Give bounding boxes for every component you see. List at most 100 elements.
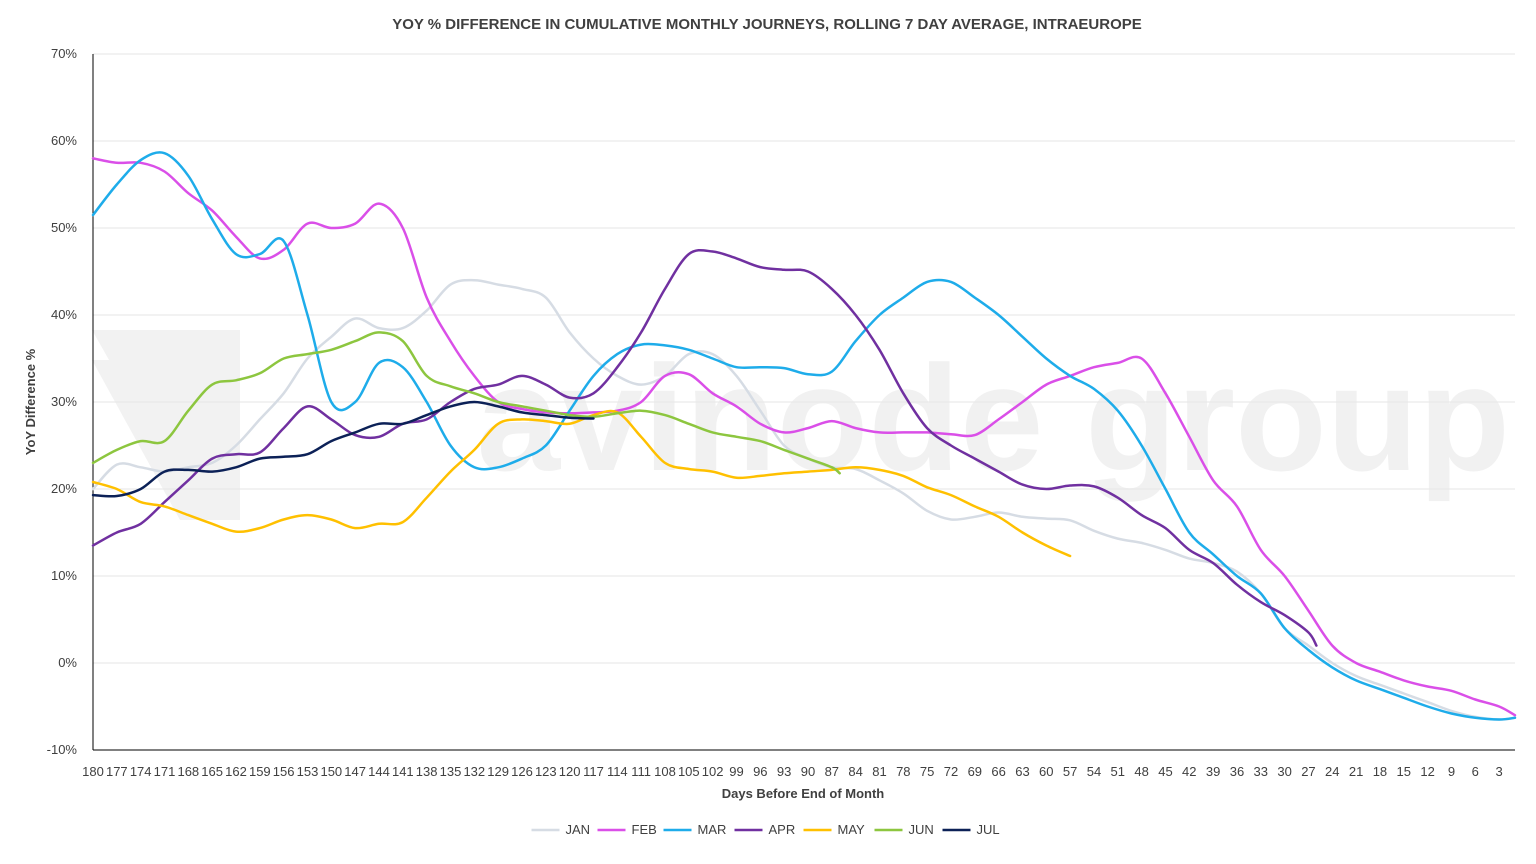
x-tick-label: 45 <box>1158 764 1172 779</box>
y-tick-label: 50% <box>51 220 77 235</box>
x-tick-label: 120 <box>559 764 581 779</box>
y-tick-label: 40% <box>51 307 77 322</box>
x-tick-label: 66 <box>991 764 1005 779</box>
x-tick-label: 132 <box>463 764 485 779</box>
chart-title: YOY % DIFFERENCE IN CUMULATIVE MONTHLY J… <box>392 16 1142 33</box>
x-tick-label: 180 <box>82 764 104 779</box>
x-tick-label: 90 <box>801 764 815 779</box>
x-tick-label: 21 <box>1349 764 1363 779</box>
x-tick-label: 24 <box>1325 764 1339 779</box>
x-tick-label: 96 <box>753 764 767 779</box>
x-tick-label: 84 <box>848 764 862 779</box>
x-tick-label: 159 <box>249 764 271 779</box>
x-tick-label: 99 <box>729 764 743 779</box>
x-tick-label: 114 <box>607 764 628 779</box>
x-tick-label: 69 <box>968 764 982 779</box>
legend-item-jun: JUN <box>874 822 934 837</box>
x-tick-label: 42 <box>1182 764 1196 779</box>
legend-item-feb: FEB <box>597 822 657 837</box>
x-tick-label: 87 <box>825 764 839 779</box>
x-tick-label: 48 <box>1134 764 1148 779</box>
x-tick-label: 30 <box>1277 764 1291 779</box>
legend-label: APR <box>769 822 796 837</box>
x-tick-label: 63 <box>1015 764 1029 779</box>
x-tick-label: 60 <box>1039 764 1053 779</box>
y-axis-ticks: -10% 0% 10% 20% 30% 40% 50% 60% 70% <box>47 46 78 757</box>
x-tick-label: 93 <box>777 764 791 779</box>
y-tick-label: 10% <box>51 568 77 583</box>
legend-label: JUL <box>977 822 1000 837</box>
legend-label: FEB <box>632 822 657 837</box>
x-tick-label: 138 <box>416 764 438 779</box>
x-tick-label: 51 <box>1111 764 1125 779</box>
x-tick-label: 72 <box>944 764 958 779</box>
legend-label: MAY <box>838 822 866 837</box>
x-tick-label: 78 <box>896 764 910 779</box>
x-tick-label: 36 <box>1230 764 1244 779</box>
x-tick-label: 126 <box>511 764 533 779</box>
legend-item-may: MAY <box>803 822 866 837</box>
x-tick-label: 111 <box>631 764 651 779</box>
legend-item-apr: APR <box>734 822 796 837</box>
legend-label: JAN <box>566 822 591 837</box>
x-tick-label: 18 <box>1373 764 1387 779</box>
legend-label: MAR <box>698 822 727 837</box>
series-line-mar <box>91 151 1517 721</box>
x-tick-label: 123 <box>535 764 557 779</box>
x-tick-label: 135 <box>440 764 462 779</box>
legend-label: JUN <box>909 822 934 837</box>
x-tick-label: 144 <box>368 764 390 779</box>
watermark-text: avinode group <box>477 334 1510 502</box>
gridlines <box>93 53 1515 664</box>
x-tick-label: 162 <box>225 764 247 779</box>
x-tick-label: 156 <box>273 764 295 779</box>
x-tick-label: 75 <box>920 764 934 779</box>
watermark: avinode group <box>92 330 1510 520</box>
x-tick-label: 27 <box>1301 764 1315 779</box>
x-tick-label: 171 <box>154 764 176 779</box>
legend-item-mar: MAR <box>663 822 727 837</box>
x-tick-label: 3 <box>1495 764 1502 779</box>
legend-item-jan: JAN <box>531 822 591 837</box>
y-tick-label: 0% <box>58 655 77 670</box>
series-lines <box>91 151 1517 721</box>
x-tick-label: 129 <box>487 764 509 779</box>
series-line-jul <box>91 400 595 498</box>
legend-item-jul: JUL <box>942 822 1000 837</box>
x-tick-label: 9 <box>1448 764 1455 779</box>
x-tick-label: 12 <box>1420 764 1434 779</box>
x-tick-label: 165 <box>201 764 223 779</box>
x-tick-label: 108 <box>654 764 676 779</box>
x-tick-label: 81 <box>872 764 886 779</box>
x-tick-label: 150 <box>320 764 342 779</box>
series-line-apr <box>91 248 1318 647</box>
x-tick-label: 6 <box>1472 764 1479 779</box>
x-tick-label: 102 <box>702 764 724 779</box>
y-tick-label: 20% <box>51 481 77 496</box>
x-tick-label: 54 <box>1087 764 1101 779</box>
x-axis-ticks: 180 177 174 171 168 165 162 159 156 153 150 147 144 1… <box>82 764 1503 779</box>
x-axis-label: Days Before End of Month <box>722 786 885 801</box>
x-tick-label: 39 <box>1206 764 1220 779</box>
series-line-may <box>91 409 1072 558</box>
y-tick-label: 60% <box>51 133 77 148</box>
x-tick-label: 153 <box>297 764 319 779</box>
x-tick-label: 174 <box>130 764 152 779</box>
x-tick-label: 177 <box>106 764 128 779</box>
x-tick-label: 15 <box>1397 764 1411 779</box>
x-tick-label: 168 <box>177 764 199 779</box>
x-tick-label: 147 <box>344 764 366 779</box>
series-line-feb <box>91 157 1517 717</box>
x-tick-label: 105 <box>678 764 700 779</box>
watermark-logo-stripes <box>92 330 240 520</box>
x-tick-label: 117 <box>583 764 604 779</box>
x-tick-label: 141 <box>392 764 414 779</box>
y-tick-label: 70% <box>51 46 77 61</box>
legend: JAN FEB MAR APR MAY JUN JUL <box>531 822 1000 837</box>
y-axis-label: YoY Difference % <box>23 348 38 455</box>
y-tick-label: -10% <box>47 742 78 757</box>
y-tick-label: 30% <box>51 394 77 409</box>
x-tick-label: 33 <box>1254 764 1268 779</box>
